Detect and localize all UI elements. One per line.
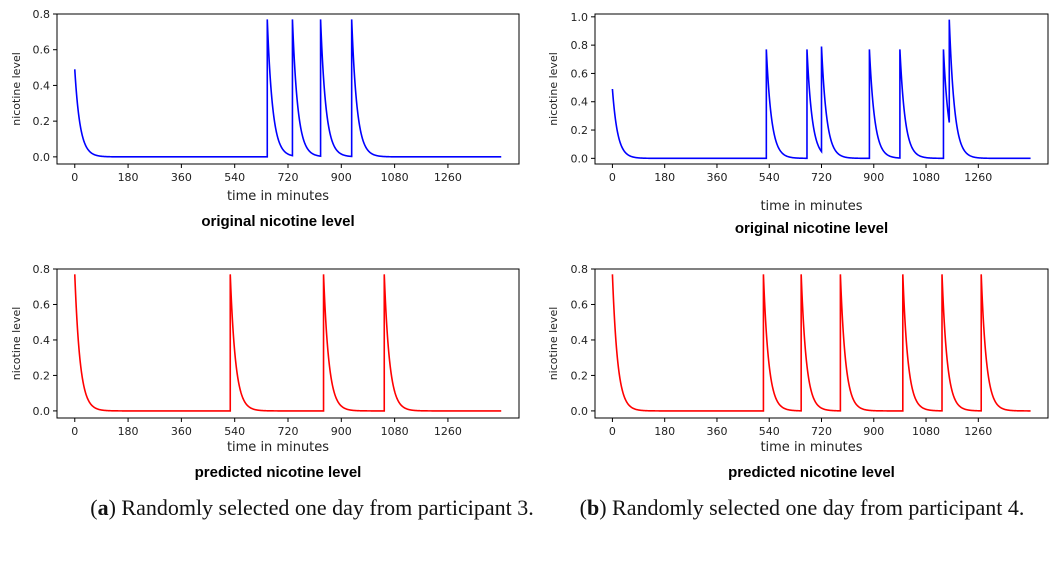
y-tick-label: 0.2: [33, 115, 51, 128]
x-tick-label: 900: [331, 425, 352, 438]
y-axis-label: nicotine level: [10, 52, 23, 126]
chart-a-bottom: 0 180 360 540 720 900 1080 1260 0.0 0.2 0.4 0.6 0.8 n…: [10, 263, 520, 481]
caption-a-text: Randomly selected one day from participa…: [115, 495, 534, 520]
y-tick-label: 0.8: [33, 8, 51, 21]
y-tick-label: 0.4: [33, 79, 51, 92]
y-tick-label: 0.6: [571, 298, 589, 311]
y-tick-label: 1.0: [571, 11, 589, 24]
x-tick-label: 720: [811, 171, 832, 184]
x-tick-label: 1260: [434, 425, 462, 438]
y-axis-label: nicotine level: [547, 52, 560, 126]
y-tick-label: 0.0: [33, 151, 51, 164]
y-tick-label: 0.6: [33, 44, 51, 57]
x-tick-label: 1260: [964, 171, 992, 184]
x-tick-label: 0: [609, 171, 616, 184]
x-tick-label: 900: [863, 425, 884, 438]
x-tick-label: 540: [224, 171, 245, 184]
y-tick-label: 0.2: [571, 124, 589, 137]
series-line-a-bottom: [73, 274, 502, 412]
x-tick-label: 720: [278, 171, 299, 184]
panel-subtitle: original nicotine level: [735, 220, 888, 237]
x-tick-label: 720: [811, 425, 832, 438]
y-tick-label: 0.0: [33, 405, 51, 418]
series-line-b-top: [611, 19, 1031, 160]
x-tick-label: 900: [331, 171, 352, 184]
x-tick-label: 360: [706, 171, 727, 184]
plot-frame: [56, 268, 520, 419]
x-tick-label: 0: [71, 425, 78, 438]
panel-subtitle: predicted nicotine level: [195, 464, 362, 481]
x-axis-label: time in minutes: [760, 199, 862, 214]
chart-b-top: 0 180 360 540 720 900 1080 1260 0.0 0.2 0.4 0.6 0.8 1…: [547, 11, 1049, 237]
caption-a-letter: a: [97, 495, 109, 520]
caption-b-letter: b: [586, 495, 600, 520]
x-tick-label: 180: [118, 171, 139, 184]
x-tick-label: 180: [654, 425, 675, 438]
y-tick-label: 0.2: [571, 369, 589, 382]
x-tick-label: 720: [278, 425, 299, 438]
series-line-b-bottom: [611, 274, 1031, 412]
x-tick-label: 1080: [381, 425, 409, 438]
x-tick-label: 0: [71, 171, 78, 184]
chart-a-top: 0 180 360 540 720 900 1080 1260 0.0 0.2 0.4 0.6 0.8 n…: [10, 8, 520, 230]
x-tick-label: 1080: [912, 171, 940, 184]
y-tick-label: 0.6: [33, 298, 51, 311]
x-tick-label: 0: [609, 425, 616, 438]
x-tick-label: 1260: [434, 171, 462, 184]
plot-frame: [594, 268, 1049, 419]
y-tick-label: 0.8: [571, 263, 589, 276]
x-axis-label: time in minutes: [227, 440, 329, 455]
y-tick-label: 0.6: [571, 67, 589, 80]
figure-canvas: 0 180 360 540 720 900 1080 1260 0.0 0.2 0.4 0.6 0.8 n…: [10, 8, 1049, 481]
y-tick-label: 0.8: [571, 39, 589, 52]
y-tick-label: 0.4: [571, 334, 589, 347]
x-tick-label: 540: [759, 171, 780, 184]
x-tick-label: 360: [171, 425, 192, 438]
y-axis-label: nicotine level: [547, 307, 560, 381]
caption-b: (b) Randomly selected one day from parti…: [579, 495, 1025, 520]
panel-subtitle: original nicotine level: [201, 213, 354, 230]
y-axis-label: nicotine level: [10, 307, 23, 381]
y-tick-label: 0.0: [571, 405, 589, 418]
x-axis-label: time in minutes: [760, 440, 862, 455]
x-tick-label: 180: [118, 425, 139, 438]
y-tick-label: 0.2: [33, 369, 51, 382]
x-tick-label: 900: [863, 171, 884, 184]
plot-frame: [56, 13, 520, 165]
x-tick-label: 1080: [381, 171, 409, 184]
y-tick-label: 0.8: [33, 263, 51, 276]
x-tick-label: 540: [759, 425, 780, 438]
x-axis-label: time in minutes: [227, 189, 329, 204]
y-tick-label: 0.4: [33, 334, 51, 347]
caption-b-text: Randomly selected one day from participa…: [606, 495, 1025, 520]
x-tick-label: 1080: [912, 425, 940, 438]
y-tick-label: 0.0: [571, 152, 589, 165]
x-tick-label: 360: [706, 425, 727, 438]
x-tick-label: 1260: [964, 425, 992, 438]
y-tick-label: 0.4: [571, 96, 589, 109]
x-tick-label: 180: [654, 171, 675, 184]
chart-b-bottom: 0 180 360 540 720 900 1080 1260 0.0 0.2 0.4 0.6 0.8 n…: [547, 263, 1049, 481]
panel-subtitle: predicted nicotine level: [728, 464, 895, 481]
caption-a: (a) Randomly selected one day from parti…: [90, 495, 534, 520]
x-tick-label: 360: [171, 171, 192, 184]
series-line-a-top: [73, 19, 502, 158]
x-tick-label: 540: [224, 425, 245, 438]
